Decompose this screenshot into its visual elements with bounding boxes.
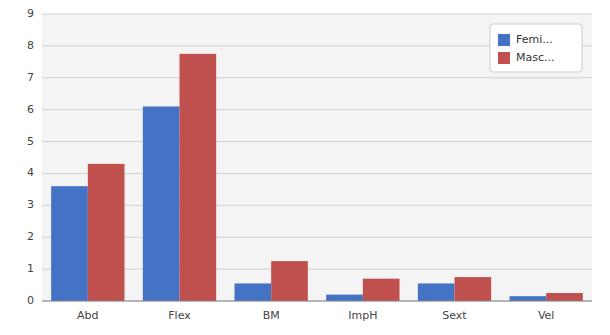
legend-box [490,24,582,72]
bar [143,106,180,301]
x-tick-label: Flex [168,309,191,322]
bar [235,283,272,301]
y-tick-label: 3 [27,198,34,211]
y-tick-label: 2 [27,230,34,243]
y-tick-label: 7 [27,71,34,84]
plot-area [42,14,592,301]
grid-line [42,109,592,110]
legend-swatch [498,52,510,64]
legend-label: Femi... [516,33,553,46]
chart: 0 1 2 3 4 5 6 7 8 9 Abd Flex BM ImpH Sext Vel Femi... Mas… [0,0,610,335]
y-tick-label: 5 [27,135,34,148]
grid-line [42,301,592,302]
y-tick-label: 8 [27,39,34,52]
y-tick-label: 6 [27,103,34,116]
bars [51,54,583,301]
x-tick-label: Sext [442,309,467,322]
bar [180,54,217,301]
x-tick-label: Vel [538,309,555,322]
grid-line [42,14,592,15]
x-tick-label: BM [263,309,280,322]
bar [455,277,492,301]
y-axis: 0 1 2 3 4 5 6 7 8 9 [27,7,592,307]
bar [363,279,400,301]
legend: Femi... Masc... [490,24,582,72]
grid-line [42,77,592,78]
x-axis-line [42,301,592,302]
y-tick-label: 4 [27,166,34,179]
y-tick-label: 9 [27,7,34,20]
y-tick-label: 1 [27,262,34,275]
bar [51,186,88,301]
bar [271,261,308,301]
bar [510,296,547,301]
legend-swatch [498,34,510,46]
bar [418,283,455,301]
x-axis: Abd Flex BM ImpH Sext Vel [42,301,592,322]
bar [88,164,125,301]
y-tick-label: 0 [27,294,34,307]
x-tick-label: Abd [77,309,99,322]
bar [326,295,363,301]
grid-line [42,141,592,142]
x-tick-label: ImpH [348,309,377,322]
bar [546,293,583,301]
legend-label: Masc... [516,51,555,64]
